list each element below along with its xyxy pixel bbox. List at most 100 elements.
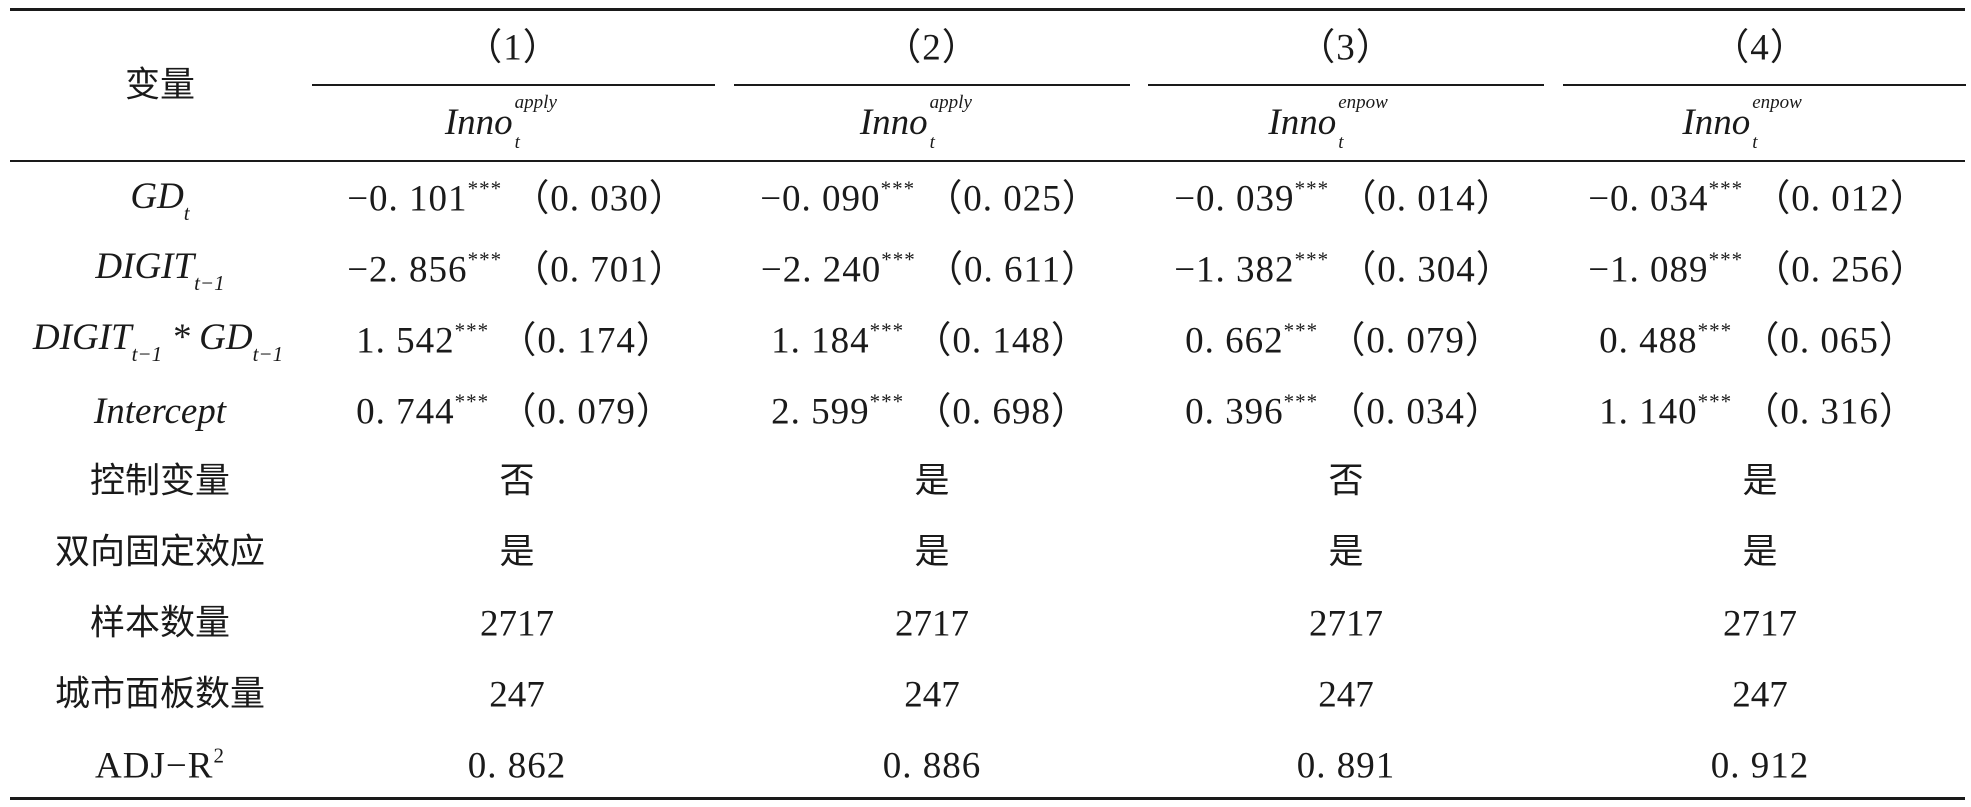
significance-stars: *** xyxy=(869,318,905,343)
table-cell: 0. 862 xyxy=(467,745,567,787)
significance-stars: *** xyxy=(1708,176,1744,201)
table-cell: 2717 xyxy=(480,603,554,645)
table-cell: 是 xyxy=(1742,532,1778,573)
coef-cell: 1. 140*** （0. 316） xyxy=(1599,391,1917,433)
dep-var-base: Inno xyxy=(444,102,513,143)
coef-value: −0. 039 xyxy=(1174,178,1295,220)
standard-error: （0. 148） xyxy=(914,320,1089,362)
coef-cell: 0. 744*** （0. 079） xyxy=(356,391,674,433)
coef-value: 0. 396 xyxy=(1185,391,1284,433)
column-number: （3） xyxy=(1298,27,1394,69)
coef-cell: −2. 856*** （0. 701） xyxy=(347,249,687,289)
table-cell: 是 xyxy=(499,532,535,573)
row-label: 城市面板数量 xyxy=(54,674,266,715)
significance-stars: *** xyxy=(1294,176,1330,201)
standard-error: （0. 030） xyxy=(512,178,687,220)
table-cell: 2717 xyxy=(895,603,969,645)
table-cell: 是 xyxy=(1328,532,1364,573)
coef-cell: 2. 599*** （0. 698） xyxy=(771,391,1089,433)
coef-cell: −1. 089*** （0. 256） xyxy=(1588,249,1928,289)
standard-error: （0. 034） xyxy=(1328,391,1503,433)
significance-stars: *** xyxy=(454,318,490,343)
coef-value: 1. 542 xyxy=(356,320,455,362)
dep-var-superscript: apply xyxy=(514,92,557,113)
significance-stars: *** xyxy=(1283,318,1319,343)
dep-var-scripts: enpowtenpow xyxy=(1336,93,1399,152)
row-label-interaction: * GD xyxy=(162,317,253,358)
standard-error: （0. 611） xyxy=(925,249,1100,291)
dep-var-scripts: applytapply xyxy=(513,93,565,152)
significance-stars: *** xyxy=(1283,389,1319,414)
coef-value: 2. 599 xyxy=(771,391,870,433)
standard-error: （0. 065） xyxy=(1742,320,1917,362)
significance-stars: *** xyxy=(467,176,503,201)
bottom-rule xyxy=(10,797,1965,800)
dep-var-base: Inno xyxy=(1682,102,1751,143)
standard-error: （0. 316） xyxy=(1742,391,1917,433)
coef-value: 0. 744 xyxy=(356,391,455,433)
col3-underline xyxy=(1148,84,1544,86)
standard-error: （0. 012） xyxy=(1753,178,1928,220)
column-number: （4） xyxy=(1712,27,1808,69)
significance-stars: *** xyxy=(1697,389,1733,414)
coef-value: −0. 101 xyxy=(347,178,468,220)
significance-stars: *** xyxy=(869,389,905,414)
table-cell: 是 xyxy=(914,532,950,573)
column-number: （1） xyxy=(465,27,561,69)
coef-value: 0. 488 xyxy=(1599,320,1698,362)
significance-stars: *** xyxy=(1294,247,1330,272)
dependent-variable: Innoapplytapply xyxy=(444,93,565,152)
dep-var-subscript: t xyxy=(929,132,935,153)
coef-cell: −0. 034*** （0. 012） xyxy=(1588,178,1928,220)
header-variable-label: 变量 xyxy=(124,65,196,106)
table-cell: 247 xyxy=(1318,674,1374,716)
standard-error: （0. 025） xyxy=(925,178,1100,220)
dep-var-subscript: t xyxy=(514,132,520,153)
row-label: 样本数量 xyxy=(89,603,231,644)
row-label-base: Intercept xyxy=(93,391,227,432)
standard-error: （0. 079） xyxy=(1328,320,1503,362)
coef-cell: −1. 382*** （0. 304） xyxy=(1174,249,1514,291)
row-label-subscript: t−1 xyxy=(194,271,225,295)
adj-r2-superscript: 2 xyxy=(213,743,225,768)
row-label-base: GD xyxy=(130,176,184,217)
dep-var-superscript: apply xyxy=(929,92,972,113)
row-label: GDt xyxy=(130,176,189,224)
dep-var-superscript: enpow xyxy=(1338,92,1388,113)
standard-error: （0. 014） xyxy=(1339,178,1514,220)
coef-value: −2. 240 xyxy=(760,249,882,291)
row-label-base: DIGIT xyxy=(95,246,195,287)
dependent-variable: Innoenpowtenpow xyxy=(1268,93,1399,152)
standard-error: （0. 304） xyxy=(1339,249,1514,291)
coef-cell: 0. 396*** （0. 034） xyxy=(1185,391,1503,433)
row-label: DIGITt−1 * GDt−1 xyxy=(32,317,283,365)
row-label-subscript: t xyxy=(183,201,190,225)
table-cell: 247 xyxy=(904,674,960,716)
standard-error: （0. 698） xyxy=(914,391,1089,433)
dep-var-superscript: enpow xyxy=(1752,92,1802,113)
dependent-variable: Innoapplytapply xyxy=(859,93,980,152)
row-label: 控制变量 xyxy=(89,461,231,502)
standard-error: （0. 079） xyxy=(499,391,674,433)
table-cell: 是 xyxy=(914,461,950,502)
table-cell: 0. 891 xyxy=(1296,745,1396,787)
row-label: Intercept xyxy=(94,392,226,430)
significance-stars: *** xyxy=(1708,247,1744,272)
dep-var-subscript: t xyxy=(1338,132,1344,153)
coef-value: −0. 034 xyxy=(1588,178,1709,220)
dep-var-base: Inno xyxy=(1268,102,1337,143)
significance-stars: *** xyxy=(881,247,916,272)
significance-stars: *** xyxy=(454,389,490,414)
significance-stars: *** xyxy=(880,176,916,201)
dep-var-base: Inno xyxy=(859,102,928,143)
table-cell: 是 xyxy=(1742,461,1778,502)
row-label: ADJ−R2 xyxy=(95,745,225,785)
standard-error: （0. 174） xyxy=(499,320,674,362)
top-rule xyxy=(10,8,1965,11)
dep-var-scripts: enpowtenpow xyxy=(1750,93,1813,152)
row-label-base: DIGIT xyxy=(32,317,132,358)
col2-underline xyxy=(734,84,1130,86)
coef-value: 1. 140 xyxy=(1599,391,1698,433)
table-cell: 2717 xyxy=(1309,603,1383,645)
